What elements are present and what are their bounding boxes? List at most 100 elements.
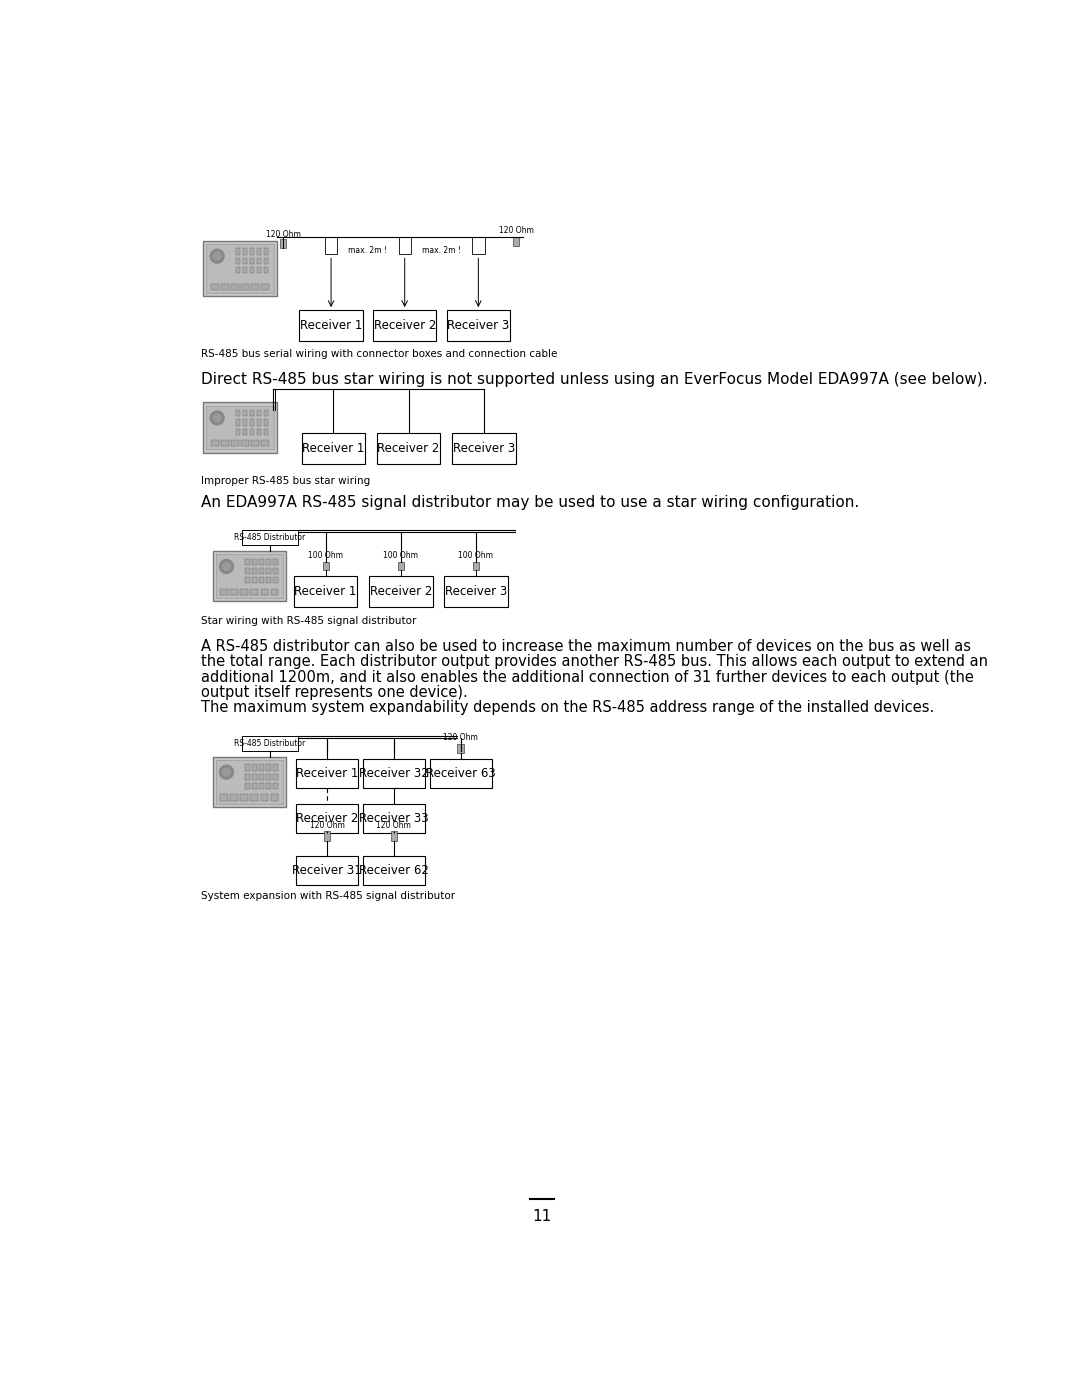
FancyBboxPatch shape [473,562,480,570]
FancyBboxPatch shape [211,284,218,291]
FancyBboxPatch shape [451,433,515,464]
FancyBboxPatch shape [399,237,410,254]
FancyBboxPatch shape [266,577,271,584]
FancyBboxPatch shape [252,774,257,780]
FancyBboxPatch shape [242,529,298,545]
Text: Receiver 31: Receiver 31 [293,865,362,877]
FancyBboxPatch shape [325,237,337,254]
FancyBboxPatch shape [260,795,268,800]
FancyBboxPatch shape [363,803,424,833]
Text: Star wiring with RS-485 signal distributor: Star wiring with RS-485 signal distribut… [201,616,416,626]
FancyBboxPatch shape [280,239,286,249]
FancyBboxPatch shape [299,310,363,341]
FancyBboxPatch shape [363,856,424,886]
FancyBboxPatch shape [213,550,286,601]
FancyBboxPatch shape [259,782,264,789]
Text: Receiver 2: Receiver 2 [377,443,440,455]
FancyBboxPatch shape [266,774,271,780]
Text: 120 Ohm: 120 Ohm [443,733,478,742]
FancyBboxPatch shape [252,559,257,564]
FancyBboxPatch shape [257,267,261,274]
FancyBboxPatch shape [235,419,241,426]
Text: 120 Ohm: 120 Ohm [377,821,411,830]
Text: Improper RS-485 bus star wiring: Improper RS-485 bus star wiring [201,475,370,486]
Ellipse shape [213,253,221,260]
Text: RS-485 Distributor: RS-485 Distributor [234,532,306,542]
FancyBboxPatch shape [294,576,357,606]
Text: 120 Ohm: 120 Ohm [310,821,345,830]
FancyBboxPatch shape [261,440,269,447]
Text: The maximum system expandability depends on the RS-485 address range of the inst: The maximum system expandability depends… [201,700,934,715]
FancyBboxPatch shape [235,267,241,274]
FancyBboxPatch shape [241,795,248,800]
Ellipse shape [222,768,230,775]
FancyBboxPatch shape [296,803,359,833]
FancyBboxPatch shape [216,760,283,803]
Ellipse shape [213,414,221,422]
FancyBboxPatch shape [377,433,441,464]
Text: Receiver 3: Receiver 3 [447,319,510,332]
Text: 120 Ohm: 120 Ohm [499,226,534,236]
FancyBboxPatch shape [252,764,257,771]
FancyBboxPatch shape [252,782,257,789]
FancyBboxPatch shape [257,419,261,426]
FancyBboxPatch shape [430,759,491,788]
Text: additional 1200m, and it also enables the additional connection of 31 further de: additional 1200m, and it also enables th… [201,669,974,685]
FancyBboxPatch shape [373,310,436,341]
FancyBboxPatch shape [301,433,365,464]
Text: 100 Ohm: 100 Ohm [459,552,494,560]
Text: 100 Ohm: 100 Ohm [383,552,418,560]
Text: Receiver 62: Receiver 62 [359,865,429,877]
FancyBboxPatch shape [220,588,228,595]
Text: Receiver 32: Receiver 32 [359,767,429,780]
FancyBboxPatch shape [264,257,268,264]
FancyBboxPatch shape [264,267,268,274]
FancyBboxPatch shape [257,249,261,254]
FancyBboxPatch shape [203,402,276,453]
Text: Direct RS-485 bus star wiring is not supported unless using an EverFocus Model E: Direct RS-485 bus star wiring is not sup… [201,372,987,387]
FancyBboxPatch shape [241,588,248,595]
FancyBboxPatch shape [249,429,255,434]
Text: RS-485 bus serial wiring with connector boxes and connection cable: RS-485 bus serial wiring with connector … [201,349,557,359]
FancyBboxPatch shape [472,237,485,254]
FancyBboxPatch shape [259,764,264,771]
FancyBboxPatch shape [324,831,330,841]
FancyBboxPatch shape [249,267,255,274]
FancyBboxPatch shape [216,555,283,598]
FancyBboxPatch shape [264,249,268,254]
FancyBboxPatch shape [264,419,268,426]
FancyBboxPatch shape [213,757,286,806]
FancyBboxPatch shape [273,774,278,780]
FancyBboxPatch shape [245,569,249,574]
FancyBboxPatch shape [249,249,255,254]
FancyBboxPatch shape [245,782,249,789]
FancyBboxPatch shape [251,588,258,595]
Text: Receiver 3: Receiver 3 [445,584,508,598]
FancyBboxPatch shape [260,588,268,595]
FancyBboxPatch shape [243,429,247,434]
FancyBboxPatch shape [369,576,433,606]
Text: Receiver 1: Receiver 1 [295,584,356,598]
FancyBboxPatch shape [249,257,255,264]
FancyBboxPatch shape [243,257,247,264]
FancyBboxPatch shape [444,576,508,606]
Text: Receiver 1: Receiver 1 [302,443,365,455]
Text: Receiver 1: Receiver 1 [300,319,362,332]
FancyBboxPatch shape [271,795,279,800]
FancyBboxPatch shape [446,310,510,341]
Ellipse shape [219,766,233,780]
FancyBboxPatch shape [221,284,229,291]
FancyBboxPatch shape [243,267,247,274]
FancyBboxPatch shape [221,440,229,447]
Text: Receiver 3: Receiver 3 [453,443,515,455]
FancyBboxPatch shape [206,405,273,450]
FancyBboxPatch shape [252,440,259,447]
Text: Receiver 33: Receiver 33 [359,812,429,824]
FancyBboxPatch shape [230,588,238,595]
FancyBboxPatch shape [203,240,276,296]
Text: 11: 11 [532,1208,552,1224]
Text: 100 Ohm: 100 Ohm [308,552,343,560]
FancyBboxPatch shape [243,419,247,426]
Ellipse shape [211,249,225,263]
Text: System expansion with RS-485 signal distributor: System expansion with RS-485 signal dist… [201,891,455,901]
